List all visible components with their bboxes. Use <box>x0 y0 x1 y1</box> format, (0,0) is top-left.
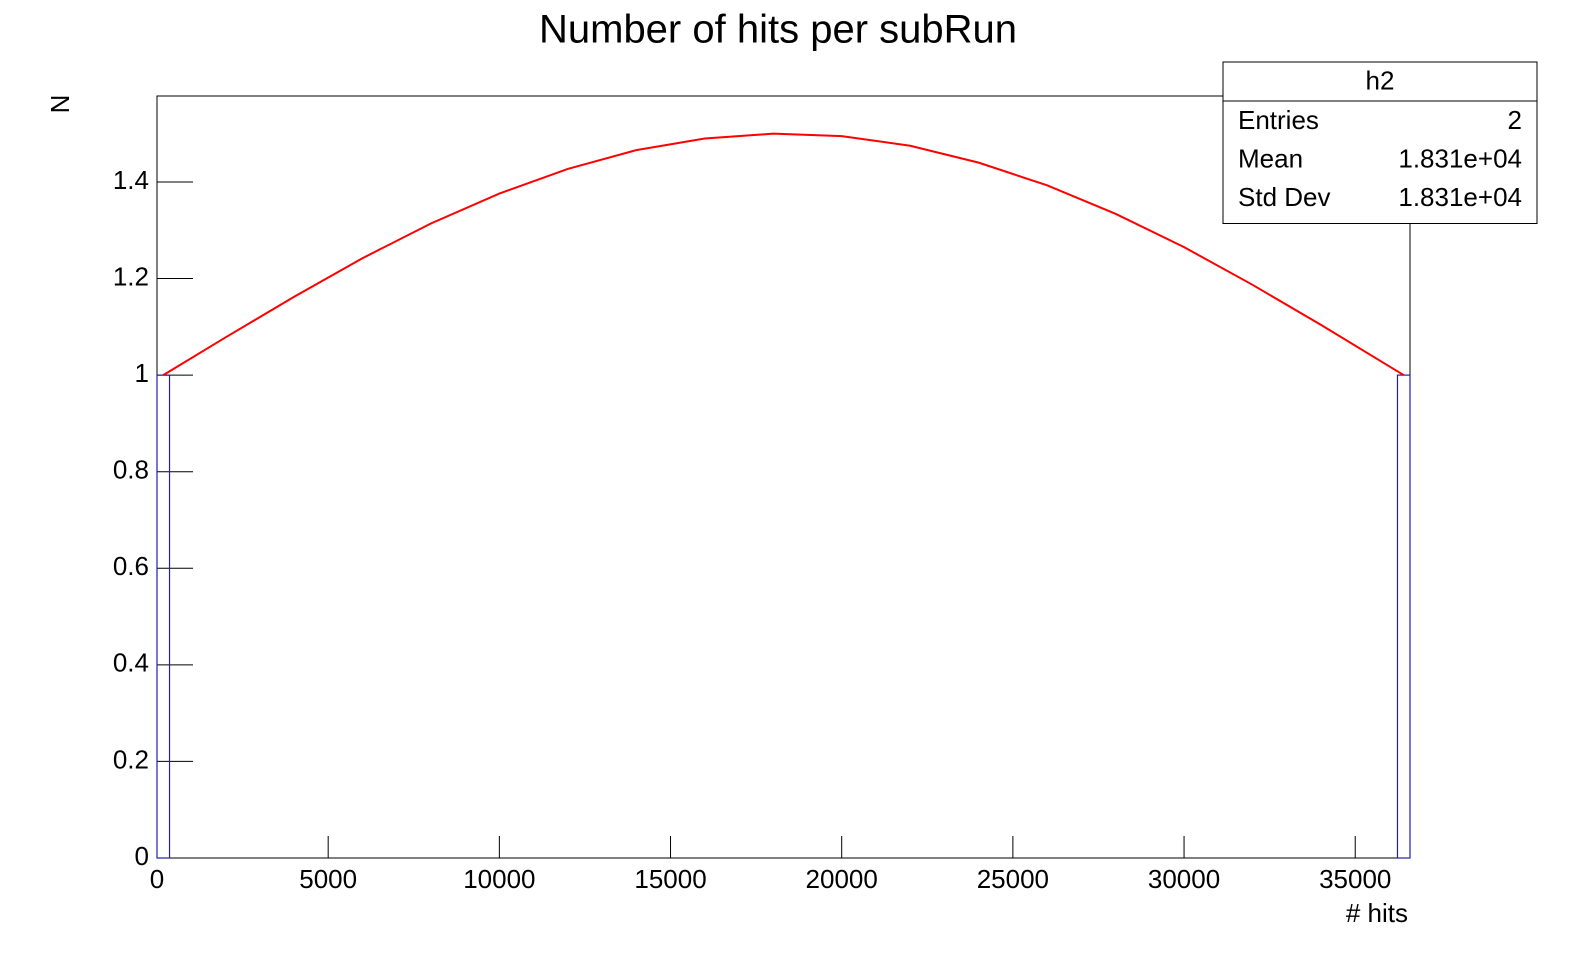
x-axis-label: # hits <box>1346 898 1408 928</box>
stats-key: Mean <box>1238 144 1303 174</box>
y-tick-label: 0.6 <box>113 551 149 581</box>
x-tick-label: 10000 <box>463 864 535 894</box>
stats-value: 1.831e+04 <box>1398 144 1522 174</box>
stats-value: 1.831e+04 <box>1398 182 1522 212</box>
stats-key: Std Dev <box>1238 182 1331 212</box>
y-tick-label: 1.2 <box>113 261 149 291</box>
y-axis-label: N <box>45 95 75 114</box>
x-tick-label: 5000 <box>299 864 357 894</box>
y-tick-label: 1 <box>135 358 149 388</box>
y-tick-label: 0.2 <box>113 744 149 774</box>
y-tick-label: 0 <box>135 841 149 871</box>
x-tick-label: 35000 <box>1319 864 1391 894</box>
chart-title: Number of hits per subRun <box>539 8 1017 52</box>
x-tick-label: 20000 <box>806 864 878 894</box>
stats-key: Entries <box>1238 105 1319 135</box>
y-tick-label: 0.8 <box>113 455 149 485</box>
x-tick-label: 30000 <box>1148 864 1220 894</box>
stats-box <box>1222 61 1538 224</box>
fit-line <box>162 132 1405 376</box>
stats-value: 2 <box>1508 105 1522 135</box>
x-tick-label: 15000 <box>634 864 706 894</box>
x-tick-label: 25000 <box>977 864 1049 894</box>
x-tick-label: 0 <box>150 864 164 894</box>
stats-title: h2 <box>1366 65 1395 95</box>
y-tick-label: 1.4 <box>113 165 149 195</box>
y-tick-label: 0.4 <box>113 648 149 678</box>
